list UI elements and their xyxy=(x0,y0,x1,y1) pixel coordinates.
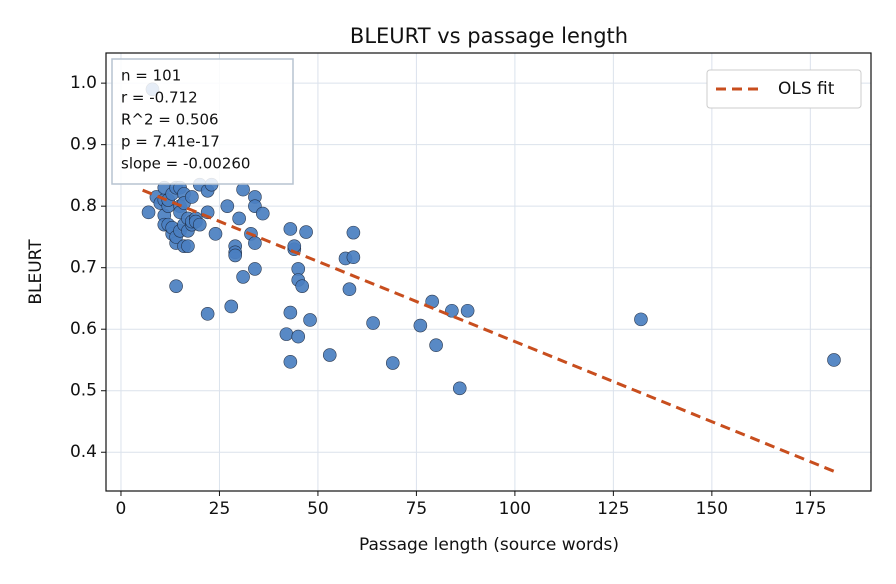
point xyxy=(248,236,262,250)
point xyxy=(181,239,195,253)
y-axis-label: BLEURT xyxy=(26,239,46,305)
x-tick-label: 0 xyxy=(116,499,127,519)
point xyxy=(208,227,223,241)
annotation-line: R^2 = 0.506 xyxy=(121,111,219,129)
y-tick-label: 0.5 xyxy=(70,381,97,401)
y-tick-label: 0.6 xyxy=(70,319,97,339)
point xyxy=(413,318,428,333)
y-tick-label: 0.9 xyxy=(70,135,97,155)
point xyxy=(255,206,270,221)
legend-box xyxy=(706,69,862,109)
annotation-line: slope = -0.00260 xyxy=(121,155,250,173)
point xyxy=(283,305,298,320)
point xyxy=(248,262,262,276)
x-tick-label: 25 xyxy=(209,499,231,519)
x-axis-label: Passage length (source words) xyxy=(359,535,619,555)
y-tick-label: 1.0 xyxy=(70,73,97,93)
point xyxy=(279,327,294,341)
point xyxy=(185,190,199,204)
point xyxy=(200,307,215,321)
point xyxy=(342,282,357,297)
x-tick-label: 75 xyxy=(406,499,428,519)
point xyxy=(236,270,250,284)
chart-title: BLEURT vs passage length xyxy=(350,24,628,48)
point xyxy=(228,248,243,263)
point xyxy=(303,313,317,327)
point xyxy=(366,316,380,330)
y-tick-label: 0.4 xyxy=(70,442,97,462)
point xyxy=(634,312,648,327)
point xyxy=(452,381,467,396)
y-tick-label: 0.7 xyxy=(70,258,97,278)
point xyxy=(192,217,207,232)
y-tick-label: 0.8 xyxy=(70,196,97,216)
point xyxy=(346,250,361,265)
annotation-line: n = 101 xyxy=(121,67,181,85)
point xyxy=(429,338,443,353)
point xyxy=(827,353,841,367)
point xyxy=(385,356,400,370)
x-tick-label: 100 xyxy=(499,499,531,519)
point xyxy=(236,182,250,197)
plot-frame xyxy=(105,52,872,492)
point xyxy=(445,303,459,318)
point xyxy=(224,299,239,314)
point xyxy=(232,211,246,226)
annotation-box xyxy=(111,58,294,185)
point xyxy=(295,279,309,293)
x-tick-label: 50 xyxy=(307,499,329,519)
legend-label: OLS fit xyxy=(778,79,835,99)
fit-line xyxy=(142,188,835,473)
point xyxy=(169,279,183,293)
annotation-line: r = -0.712 xyxy=(121,89,198,107)
x-tick-label: 125 xyxy=(597,499,629,519)
annotation-line: p = 7.41e-17 xyxy=(121,133,220,151)
x-tick-label: 150 xyxy=(696,499,728,519)
point xyxy=(346,225,361,240)
point xyxy=(299,225,313,239)
point xyxy=(141,205,156,220)
point xyxy=(283,222,298,236)
point xyxy=(460,303,475,318)
point xyxy=(291,329,306,344)
x-tick-label: 175 xyxy=(794,499,826,519)
point xyxy=(322,348,337,362)
point xyxy=(283,355,298,369)
point xyxy=(220,199,235,213)
